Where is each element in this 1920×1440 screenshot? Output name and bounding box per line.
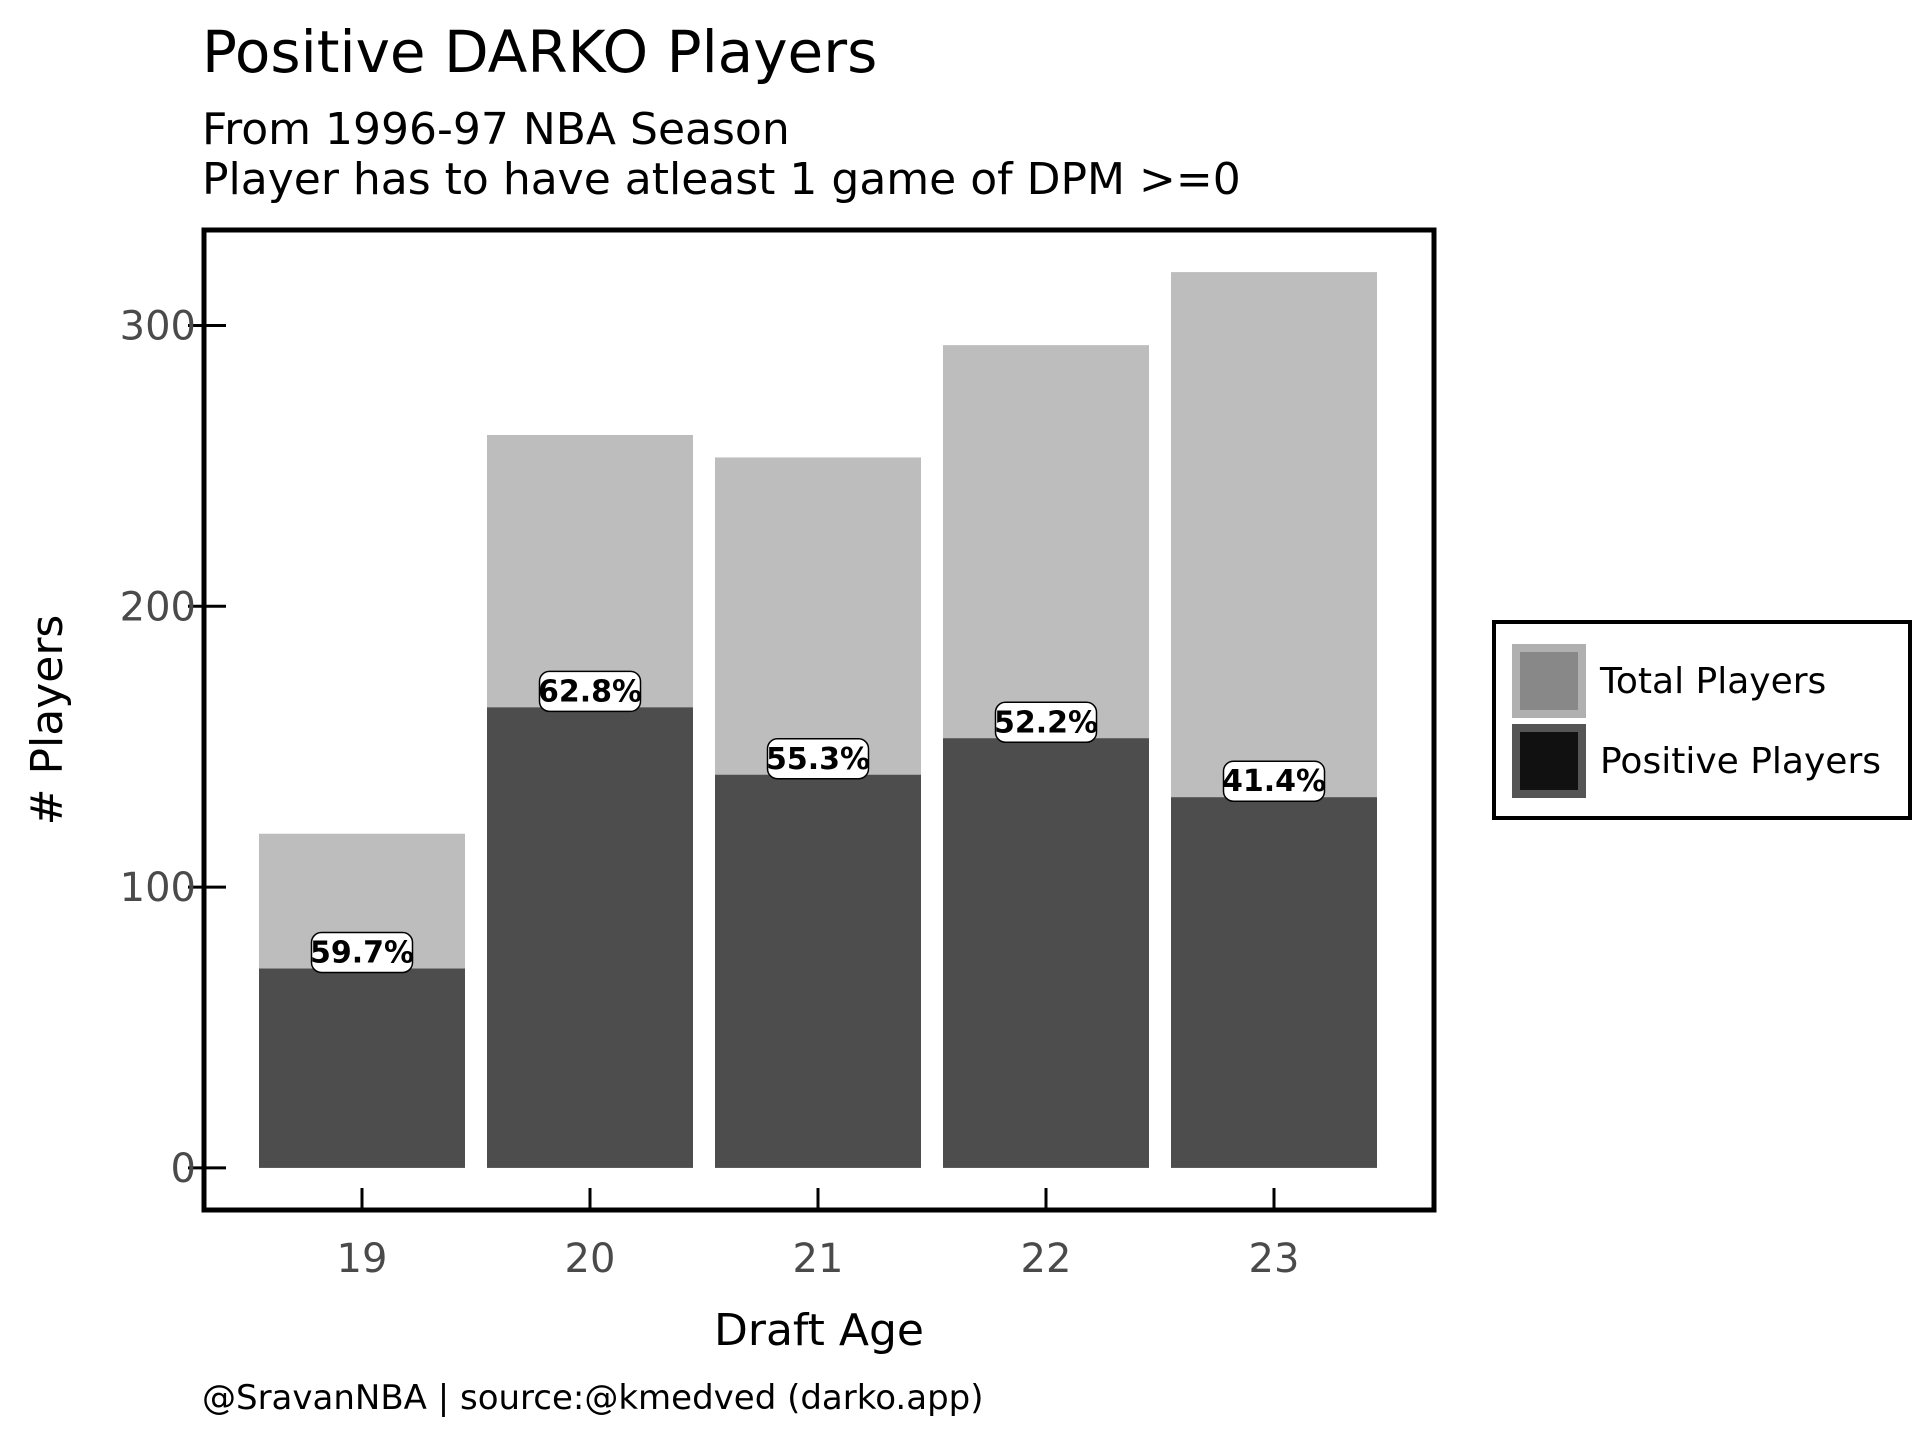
legend: Total Players Positive Players	[1492, 620, 1912, 820]
bar-positive-22	[943, 738, 1149, 1168]
bar-positive-23	[1171, 797, 1377, 1168]
data-label-bg-22	[994, 701, 1098, 744]
y-tick-label-0: 0	[171, 1146, 196, 1192]
x-tick-label-23: 23	[1249, 1236, 1300, 1282]
chart-subtitle-line-2: Player has to have atleast 1 game of DPM…	[202, 154, 1241, 205]
data-label-19: 59.7%	[310, 936, 414, 971]
data-label-bg-20	[538, 670, 642, 713]
bar-positive-19	[259, 968, 465, 1168]
data-label-21: 55.3%	[766, 742, 870, 777]
bar-positive-20	[487, 707, 693, 1168]
bar-positive-21	[715, 774, 921, 1168]
x-tick-label-21: 21	[793, 1236, 844, 1282]
y-tick-label-200: 200	[120, 584, 196, 630]
data-label-bg-23	[1222, 760, 1326, 802]
data-label-23: 41.4%	[1222, 764, 1326, 799]
data-label-22: 52.2%	[994, 705, 1098, 740]
legend-swatch-positive	[1512, 724, 1586, 798]
y-axis-label: # Players	[22, 615, 73, 826]
x-axis: 19 20 21 22 23	[337, 1188, 1300, 1282]
y-tick-label-300: 300	[120, 303, 196, 349]
source-credit: @SravanNBA | source:@kmedved (darko.app)	[202, 1378, 984, 1418]
y-tick-label-100: 100	[120, 865, 196, 911]
x-tick-label-20: 20	[565, 1236, 616, 1282]
y-axis: 0 100 200 300	[120, 303, 226, 1192]
data-label-bg-21	[766, 738, 870, 780]
legend-label-positive: Positive Players	[1600, 741, 1881, 782]
chart-title: Positive DARKO Players	[202, 18, 878, 86]
bars-group	[259, 272, 1377, 1168]
legend-swatch-total	[1512, 644, 1586, 718]
x-tick-label-19: 19	[337, 1236, 388, 1282]
data-label-20: 62.8%	[538, 674, 642, 709]
legend-label-total: Total Players	[1599, 661, 1826, 702]
chart-subtitle-line-1: From 1996-97 NBA Season	[202, 104, 790, 155]
data-labels-group: 59.7% 62.8% 55.3% 52.2% 41.4%	[310, 670, 1326, 974]
data-label-bg-19	[310, 931, 414, 974]
x-tick-label-22: 22	[1021, 1236, 1072, 1282]
x-axis-label: Draft Age	[714, 1305, 924, 1356]
